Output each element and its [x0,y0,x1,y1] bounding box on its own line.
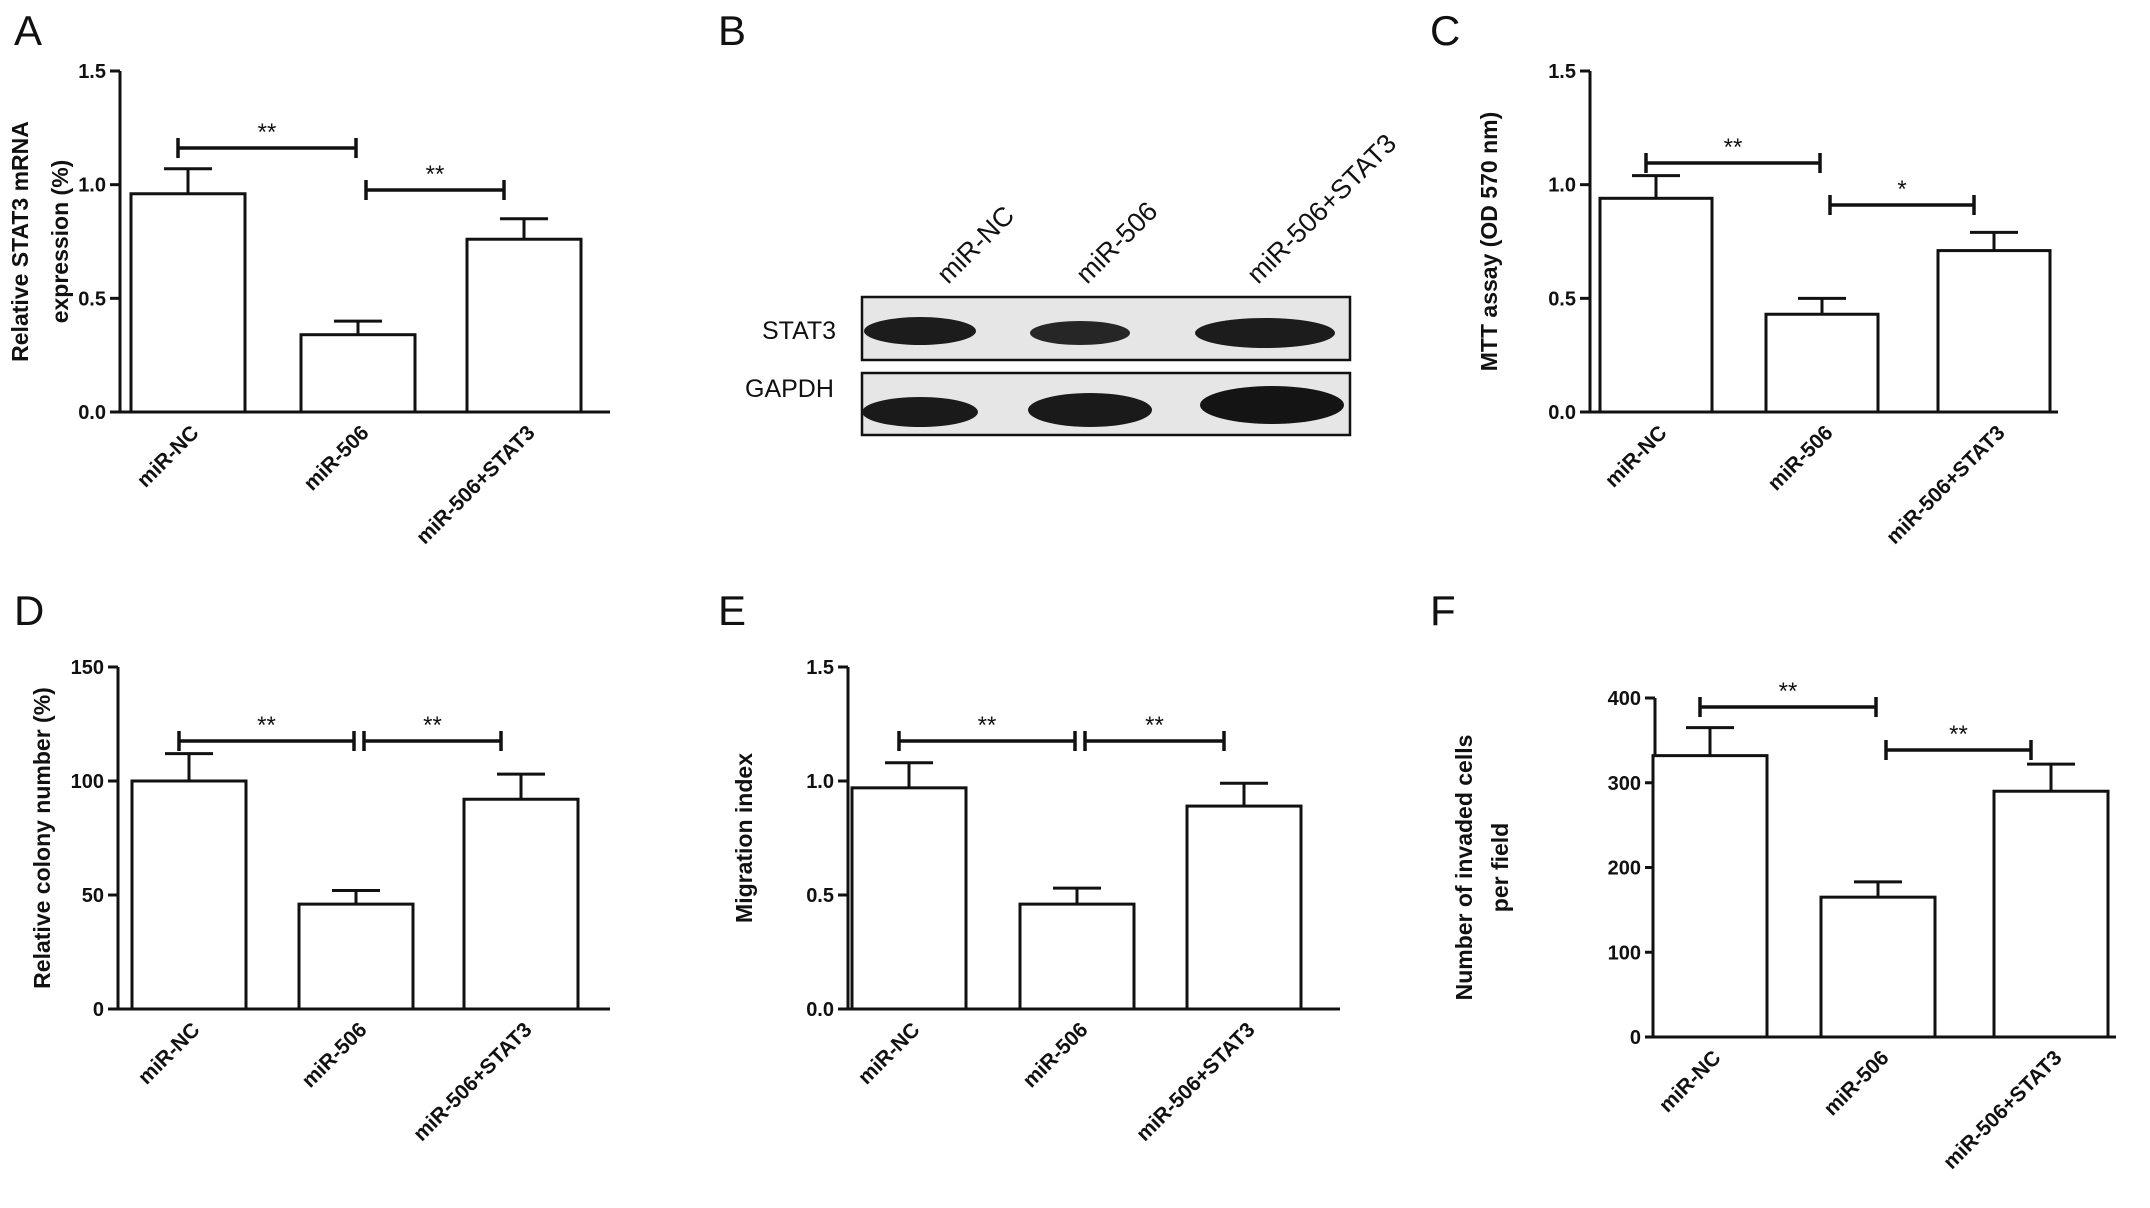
y-tick-label: 0.0 [806,999,834,1021]
panel-letter-f: F [1430,587,1456,634]
bar [465,237,583,414]
blot-band [864,317,976,345]
significance-label: * [1897,176,1906,203]
y-tick-label: 400 [1608,688,1641,710]
panel-letter-d: D [14,587,44,634]
panel-letter-b: B [718,7,746,54]
significance-label: ** [426,161,445,188]
bar [462,797,580,1011]
category-label: miR-506 [1819,1046,1893,1120]
significance-label: ** [1779,678,1798,705]
bar [1764,312,1880,414]
blot-band [1028,393,1152,427]
bar [1598,196,1714,414]
y-axis-title: Migration index [731,753,757,923]
bar [1936,249,2052,414]
y-tick-label: 0.0 [78,402,106,424]
bar [1651,754,1769,1039]
western-blot-panel: miR-NC miR-506 miR-506+STAT3 STAT3 GAPDH [745,128,1402,437]
blot-lane-label: miR-506 [1070,196,1163,289]
category-label: miR-506 [1763,421,1837,495]
category-label: miR-NC [1601,421,1672,492]
significance-label: ** [257,712,276,739]
bar [1992,789,2110,1039]
y-tick-label: 0 [1630,1027,1641,1049]
bar [1819,895,1937,1039]
chart-panel-f: 0 100 200 300 400 Number of invaded cells per … [1451,678,2116,1174]
chart-panel-a: 0.0 0.5 1.0 1.5 Relative STAT3 mRNA expressio… [7,61,610,549]
category-label: miR-NC [133,421,204,492]
significance-label: ** [423,712,442,739]
category-label: miR-506 [1018,1018,1092,1092]
blot-band [862,397,978,427]
chart-panel-c: 0.0 0.5 1.0 1.5 MTT assay (OD 570 nm) miR-NC m… [1476,61,2058,549]
y-tick-label: 1.5 [78,61,106,83]
significance-label: ** [1949,721,1968,748]
y-tick-label: 1.0 [806,771,834,793]
y-tick-label: 300 [1608,773,1641,795]
panel-letter-c: C [1430,7,1460,54]
significance-label: ** [258,119,277,146]
panel-letter-e: E [718,587,746,634]
y-tick-label: 0.0 [1548,402,1576,424]
y-tick-label: 100 [71,771,104,793]
category-label: miR-506+STAT3 [412,421,540,549]
bar [299,333,417,414]
y-tick-label: 1.5 [806,657,834,679]
y-axis-title: expression (%) [47,160,73,324]
category-label: miR-506+STAT3 [409,1018,537,1146]
y-tick-label: 1.0 [78,175,106,197]
y-tick-label: 0 [93,999,104,1021]
y-tick-label: 200 [1608,858,1641,880]
category-label: miR-NC [1655,1046,1726,1117]
blot-row-label: GAPDH [745,375,834,403]
category-label: miR-NC [134,1018,205,1089]
y-tick-label: 0.5 [806,885,834,907]
chart-panel-e: 0.0 0.5 1.0 1.5 Migration index miR-NC miR-506… [731,657,1340,1146]
bar [130,779,248,1011]
y-tick-label: 1.0 [1548,175,1576,197]
bar [129,192,247,414]
significance-label: ** [1145,712,1164,739]
bar [1185,804,1303,1011]
y-axis-title: per field [1487,823,1513,912]
category-label: miR-506 [299,421,373,495]
y-tick-label: 0.5 [1548,288,1576,310]
y-axis-title: Number of invaded cells [1451,735,1477,1001]
y-axis-title: Relative colony number (%) [29,687,55,989]
bar [297,902,415,1011]
blot-band [1030,321,1130,345]
significance-label: ** [1724,134,1743,161]
blot-lane-label: miR-506+STAT3 [1241,128,1402,289]
bar [850,786,968,1011]
y-tick-label: 150 [71,657,104,679]
significance-label: ** [978,712,997,739]
blot-band [1200,386,1344,424]
category-label: miR-506+STAT3 [1132,1018,1260,1146]
category-label: miR-506 [297,1018,371,1092]
blot-lane-label: miR-NC [931,200,1020,289]
y-tick-label: 50 [82,885,104,907]
category-label: miR-506+STAT3 [1939,1046,2067,1174]
bar [1018,902,1136,1011]
y-axis-title: MTT assay (OD 570 nm) [1476,112,1502,371]
y-axis-title: Relative STAT3 mRNA [7,121,33,362]
blot-band [1195,318,1335,348]
y-tick-label: 100 [1608,942,1641,964]
y-tick-label: 0.5 [78,288,106,310]
panel-letter-a: A [14,7,42,54]
blot-row-label: STAT3 [762,317,836,345]
y-tick-label: 1.5 [1548,61,1576,83]
chart-panel-d: 0 50 100 150 Relative colony number (%) miR-N… [29,657,610,1146]
category-label: miR-NC [854,1018,925,1089]
category-label: miR-506+STAT3 [1882,421,2010,549]
